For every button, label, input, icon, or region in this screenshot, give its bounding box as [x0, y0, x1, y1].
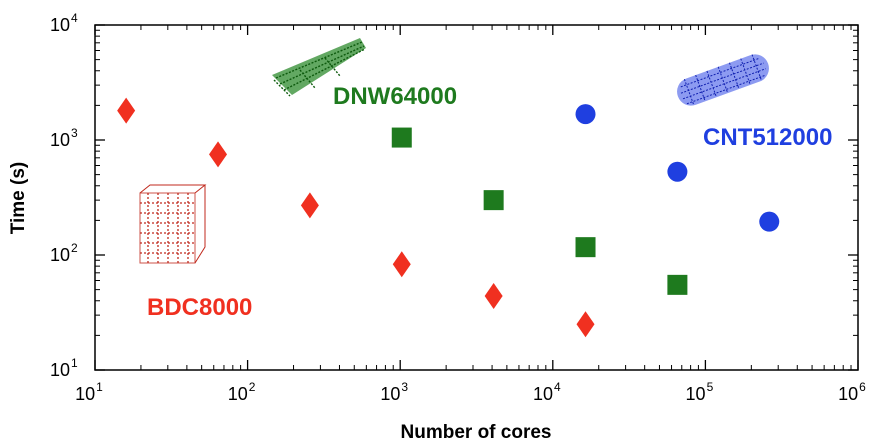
bdc-structure-illustration [139, 184, 207, 264]
x-tick-label: 102 [228, 380, 256, 404]
series-label-cnt512000: CNT512000 [703, 124, 832, 151]
point-bdc8000 [484, 283, 503, 310]
y-tick-label: 104 [50, 11, 78, 35]
point-dnw64000 [667, 274, 688, 295]
y-tick-label: 102 [50, 241, 78, 265]
axis-ticks [94, 24, 859, 371]
series-label-dnw64000: DNW64000 [333, 83, 457, 110]
y-tick-label: 103 [50, 126, 78, 150]
point-cnt512000 [667, 161, 688, 182]
x-tick-label: 103 [380, 380, 408, 404]
point-bdc8000 [209, 141, 228, 168]
point-cnt512000 [575, 104, 596, 125]
x-axis-title: Number of cores [401, 422, 552, 442]
point-dnw64000 [575, 237, 596, 258]
x-tick-label: 101 [75, 380, 103, 404]
point-bdc8000 [117, 97, 136, 124]
dnw-structure-illustration [272, 38, 366, 97]
point-bdc8000 [576, 311, 595, 338]
y-axis-title: Time (s) [8, 162, 29, 235]
data-marks [117, 97, 780, 338]
cnt-structure-illustration [677, 54, 769, 106]
point-bdc8000 [300, 192, 319, 219]
x-tick-label: 105 [686, 380, 714, 404]
x-tick-label: 104 [533, 380, 561, 404]
axis-tick-labels: 101 102 103 104 105 106 101 102 103 104 [50, 11, 866, 404]
point-cnt512000 [759, 211, 780, 232]
series-label-bdc8000: BDC8000 [147, 294, 252, 321]
point-dnw64000 [391, 127, 412, 148]
x-tick-label: 106 [838, 380, 866, 404]
y-tick-label: 101 [50, 356, 78, 380]
point-bdc8000 [392, 251, 411, 278]
plot-frame [94, 24, 859, 371]
point-dnw64000 [483, 190, 504, 211]
